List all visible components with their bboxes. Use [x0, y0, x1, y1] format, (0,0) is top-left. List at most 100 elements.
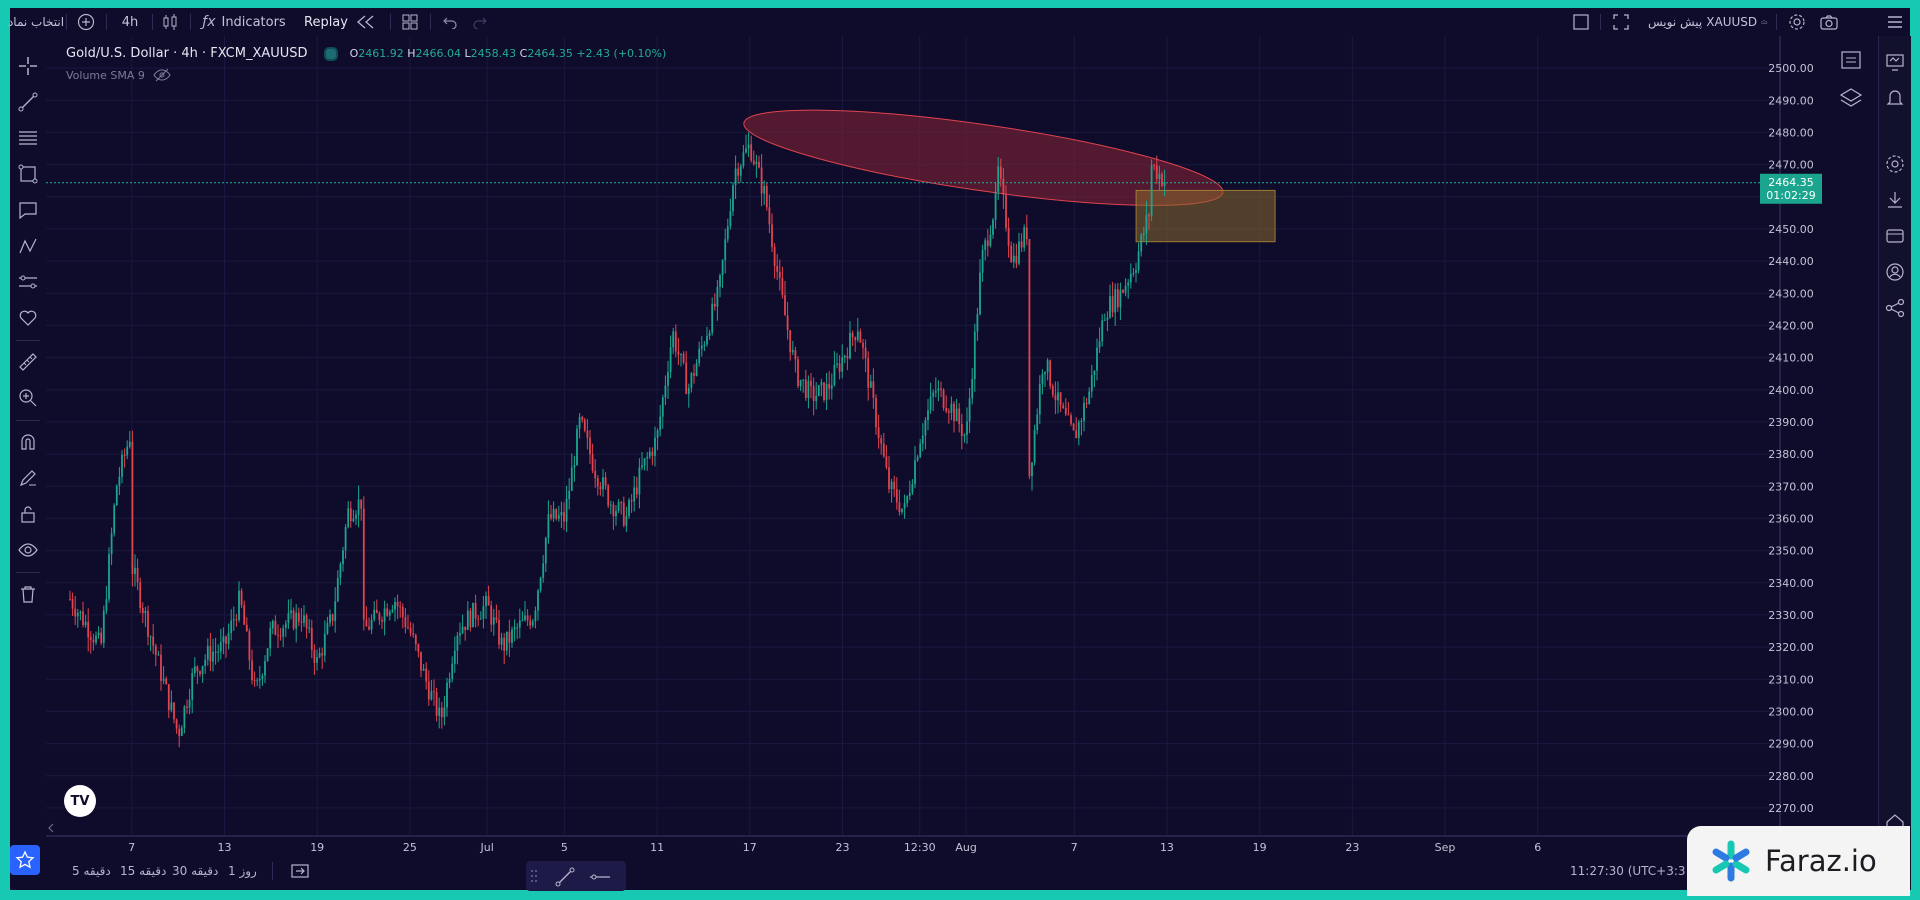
divider — [430, 14, 431, 30]
candle-body — [170, 702, 173, 711]
watchlist-icon[interactable] — [1838, 48, 1864, 76]
candle-body — [664, 385, 667, 398]
card-icon[interactable] — [1883, 224, 1907, 248]
indicators-button[interactable]: ƒx Indicators — [196, 8, 292, 36]
volume-legend[interactable]: Volume SMA 9 — [66, 68, 171, 82]
trash-icon[interactable] — [14, 580, 42, 608]
right-sidebar — [1878, 36, 1911, 890]
eye-hidden-icon[interactable] — [153, 68, 171, 82]
crosshair-icon[interactable] — [14, 52, 42, 80]
candle-body — [409, 627, 412, 634]
candle-body — [193, 666, 196, 673]
settings-icon[interactable] — [1883, 152, 1907, 176]
favorites-heart-icon[interactable] — [14, 304, 42, 332]
pattern-icon[interactable] — [14, 232, 42, 260]
candle-body — [916, 457, 919, 461]
redo-icon[interactable] — [466, 8, 494, 36]
magnet-icon[interactable] — [14, 428, 42, 456]
layout-grid-icon[interactable] — [396, 8, 424, 36]
lock-icon[interactable] — [14, 500, 42, 528]
candle-body — [290, 610, 292, 614]
candle-body — [110, 533, 113, 555]
candle-body — [1101, 320, 1104, 342]
text-note-icon[interactable] — [14, 196, 42, 224]
zoom-in-icon[interactable] — [14, 384, 42, 412]
layers-icon[interactable] — [1838, 86, 1864, 116]
candle-body — [815, 395, 818, 401]
timezone-clock[interactable]: 11:27:30 (UTC+3:3 — [1570, 864, 1686, 878]
chart-legend[interactable]: Gold/U.S. Dollar · 4h · FXCM_XAUUSD O246… — [66, 46, 666, 61]
price-axis[interactable]: 2500.002490.002480.002470.002460.002450.… — [1768, 62, 1814, 815]
range-30m[interactable]: 30 دقیقه — [172, 864, 219, 878]
brand-logo-icon — [1712, 840, 1750, 882]
candle-body — [1025, 227, 1028, 240]
candle-body — [342, 550, 344, 565]
candle-body — [485, 595, 487, 607]
price-chart[interactable]: 2500.002490.002480.002470.002460.002450.… — [10, 36, 1830, 856]
range-1d[interactable]: 1 روز — [228, 864, 257, 878]
drawing-annotations[interactable] — [739, 90, 1276, 243]
fib-lines-icon[interactable] — [14, 124, 42, 152]
price-tick: 2270.00 — [1768, 802, 1814, 815]
shapes-rectangle-icon[interactable] — [14, 160, 42, 188]
candle-body — [118, 476, 121, 486]
camera-icon[interactable] — [1816, 8, 1842, 36]
save-layout-button[interactable]: پیش نویس XAUUSD — [1648, 8, 1768, 36]
candle-body — [128, 441, 131, 447]
ruler-icon[interactable] — [14, 348, 42, 376]
candle-body — [620, 502, 623, 504]
collapse-arrow-icon[interactable] — [46, 822, 56, 834]
candle-body — [973, 331, 976, 380]
menu-icon[interactable] — [1882, 8, 1908, 36]
quick-trend-line-icon[interactable] — [554, 866, 576, 888]
favorites-star-icon[interactable] — [10, 845, 40, 875]
candle-body — [196, 666, 199, 672]
candle-body — [1070, 415, 1072, 424]
candle-body — [440, 707, 443, 718]
stay-drawing-icon[interactable] — [14, 464, 42, 492]
trend-line-icon[interactable] — [14, 88, 42, 116]
candle-body — [219, 642, 222, 652]
candle-body — [635, 487, 638, 495]
candle-body — [414, 634, 417, 645]
share-icon[interactable] — [1883, 296, 1907, 320]
replay-button[interactable]: Replay — [296, 8, 384, 36]
candle-body — [737, 168, 740, 176]
candle-body — [1054, 394, 1057, 401]
download-icon[interactable] — [1883, 188, 1907, 212]
time-axis[interactable]: 7 13 19 25 Jul 5 11 17 23 12:30 Aug 7 13 19 23 Sep 6 — [128, 841, 1541, 854]
candle-body — [71, 599, 74, 609]
candle-body — [711, 303, 714, 333]
candle-body — [1051, 386, 1054, 395]
symbol-select-button[interactable]: انتخاب نماد — [8, 8, 64, 36]
price-tick: 2470.00 — [1768, 159, 1814, 172]
expand-icon[interactable] — [1608, 8, 1634, 36]
candle-type-icon[interactable] — [156, 8, 184, 36]
profile-icon[interactable] — [1883, 260, 1907, 284]
prediction-icon[interactable] — [14, 268, 42, 296]
candle-body — [875, 397, 877, 428]
monitor-icon[interactable] — [1883, 50, 1907, 74]
candle-body — [134, 567, 136, 575]
tradingview-logo[interactable]: TV — [64, 785, 96, 817]
candle-body — [474, 602, 477, 619]
range-15m[interactable]: 15 دقیقه — [120, 864, 167, 878]
candle-body — [862, 342, 864, 348]
candle-body — [76, 613, 79, 617]
fullscreen-square-icon[interactable] — [1568, 8, 1594, 36]
eye-icon[interactable] — [14, 536, 42, 564]
range-5m[interactable]: 5 دقیقه — [72, 864, 111, 878]
candle-body — [108, 554, 110, 600]
drag-handle-icon[interactable] — [530, 869, 538, 883]
indicators-icon: ƒx — [202, 14, 216, 30]
interval-button[interactable]: 4h — [112, 8, 148, 36]
candle-body — [953, 403, 955, 422]
candle-body — [758, 161, 760, 168]
candle-body — [849, 332, 851, 359]
date-range-icon[interactable] — [290, 862, 310, 883]
settings-gear-icon[interactable] — [1784, 8, 1810, 36]
quick-horizontal-line-icon[interactable] — [588, 866, 612, 888]
undo-icon[interactable] — [436, 8, 464, 36]
alerts-bell-icon[interactable] — [1883, 86, 1907, 110]
compare-add-icon[interactable] — [72, 8, 100, 36]
